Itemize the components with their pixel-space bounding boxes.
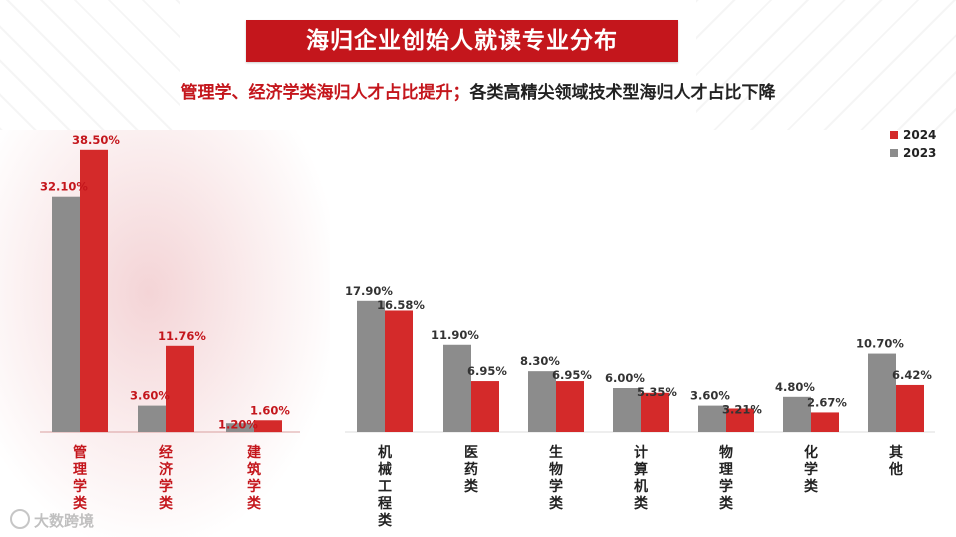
subtitle-rest: 各类高精尖领域技术型海归人才占比下降: [469, 83, 776, 103]
category-label-3-char-0: 机: [378, 444, 392, 461]
subtitle-highlight: 管理学、经济学类海归人才占比提升；: [180, 83, 470, 103]
category-label-5-char-3: 类: [549, 495, 564, 512]
category-label-1-char-1: 济: [159, 461, 174, 478]
bar-2023-9: [868, 353, 896, 432]
category-label-5-char-2: 学: [549, 478, 563, 495]
data-label-2023-2: 1.20%: [218, 417, 258, 431]
data-label-2023-6: 6.00%: [605, 371, 645, 385]
legend-item-2024: 2024: [890, 126, 936, 144]
bar-2024-3: [385, 310, 413, 432]
watermark: 大数跨境: [10, 509, 94, 531]
category-label-3-char-3: 程: [378, 496, 392, 512]
category-label-7-char-0: 物: [719, 444, 733, 461]
data-label-2024-7: 3.21%: [722, 403, 762, 417]
data-label-2023-4: 11.90%: [431, 328, 479, 342]
category-label-5-char-1: 物: [549, 461, 563, 478]
category-label-0-char-1: 理: [73, 462, 87, 478]
category-label-0-char-3: 类: [73, 495, 88, 512]
bar-2024-7: [726, 408, 754, 432]
category-label-2-char-3: 类: [247, 495, 262, 512]
bar-2024-4: [471, 381, 499, 432]
data-label-2024-9: 6.42%: [892, 368, 932, 382]
watermark-text: 大数跨境: [34, 512, 95, 530]
bar-2024-6: [641, 392, 669, 432]
data-label-2024-2: 1.60%: [250, 403, 290, 417]
bar-2024-8: [811, 412, 839, 432]
category-label-0-char-2: 学: [73, 478, 87, 495]
chart-legend: 2024 2023: [890, 126, 936, 162]
category-label-4-char-2: 类: [464, 478, 479, 495]
bar-2023-2: [226, 423, 254, 432]
data-label-2024-3: 16.58%: [377, 298, 425, 312]
category-label-5-char-0: 生: [549, 444, 563, 461]
category-label-6-char-3: 类: [634, 495, 649, 512]
data-label-2023-3: 17.90%: [345, 284, 393, 298]
legend-swatch-2023: [890, 149, 898, 157]
data-label-2023-9: 10.70%: [856, 337, 904, 351]
category-label-1-char-2: 学: [159, 478, 173, 495]
data-label-2023-0: 32.10%: [40, 180, 88, 194]
category-label-1-char-3: 类: [159, 495, 174, 512]
data-label-2023-1: 3.60%: [130, 389, 170, 403]
category-label-3-char-4: 类: [378, 512, 393, 529]
bar-2023-8: [783, 396, 811, 432]
category-label-0-char-0: 管: [73, 444, 87, 461]
data-label-2024-5: 6.95%: [552, 368, 592, 382]
data-label-2024-8: 2.67%: [807, 395, 847, 409]
category-label-6-char-1: 算: [634, 461, 648, 478]
category-label-7-char-2: 学: [719, 478, 733, 495]
data-label-2024-1: 11.76%: [158, 329, 206, 343]
bar-2023-4: [443, 344, 471, 432]
background-pattern-right: [696, 0, 956, 130]
watermark-logo-icon: [10, 509, 30, 529]
legend-label-2023: 2023: [903, 146, 937, 160]
data-label-2024-6: 5.35%: [637, 385, 677, 399]
category-label-7-char-1: 理: [719, 462, 733, 478]
bar-2023-1: [138, 405, 166, 432]
data-label-2023-8: 4.80%: [775, 380, 815, 394]
bar-2023-5: [528, 371, 556, 432]
bar-2023-6: [613, 388, 641, 432]
category-label-2-char-0: 建: [247, 444, 261, 461]
legend-item-2023: 2023: [890, 144, 936, 162]
bar-2023-0: [52, 196, 80, 432]
legend-label-2024: 2024: [903, 128, 937, 142]
category-label-2-char-1: 筑: [247, 461, 261, 478]
data-label-2024-0: 38.50%: [72, 133, 120, 147]
bar-2024-5: [556, 381, 584, 432]
category-label-4-char-0: 医: [464, 445, 478, 461]
bar-2023-7: [698, 405, 726, 432]
data-label-2024-4: 6.95%: [467, 364, 507, 378]
category-label-6-char-0: 计: [634, 444, 648, 461]
bar-2024-1: [166, 345, 194, 432]
bar-2024-9: [896, 384, 924, 432]
page-title: 海归企业创始人就读专业分布: [246, 20, 678, 62]
category-label-3-char-1: 械: [378, 461, 392, 478]
category-label-3-char-2: 工: [378, 479, 392, 495]
category-label-8-char-2: 类: [804, 478, 819, 495]
background-pattern-left: [0, 0, 180, 130]
bar-2024-2: [254, 420, 282, 432]
data-label-2023-5: 8.30%: [520, 354, 560, 368]
category-label-1-char-0: 经: [159, 444, 173, 461]
subtitle: 管理学、经济学类海归人才占比提升；各类高精尖领域技术型海归人才占比下降: [0, 80, 956, 106]
category-label-9-char-0: 其: [889, 445, 903, 461]
category-label-8-char-1: 学: [804, 461, 818, 478]
category-label-2-char-2: 学: [247, 478, 261, 495]
legend-swatch-2024: [890, 131, 898, 139]
bar-2023-3: [357, 300, 385, 432]
category-label-6-char-2: 机: [634, 478, 648, 495]
category-label-9-char-1: 他: [888, 461, 903, 478]
data-label-2023-7: 3.60%: [690, 389, 730, 403]
bar-2024-0: [80, 149, 108, 433]
category-label-8-char-0: 化: [804, 444, 818, 461]
category-label-4-char-1: 药: [464, 461, 478, 478]
category-label-7-char-3: 类: [719, 495, 734, 512]
